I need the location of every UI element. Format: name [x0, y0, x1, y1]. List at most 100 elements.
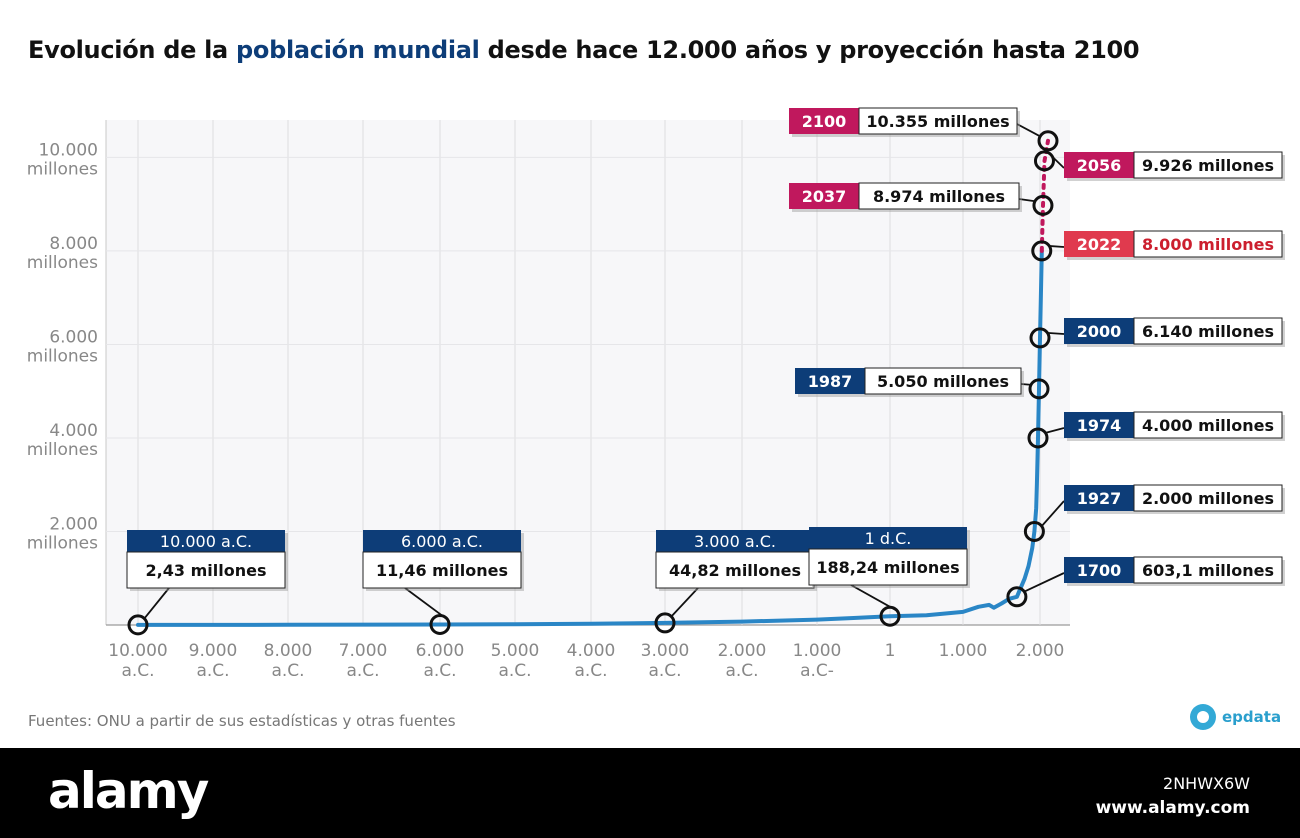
annotation-leader	[1023, 572, 1065, 593]
label-period: 6.000 a.C.	[401, 532, 483, 551]
watermark-url: www.alamy.com	[1095, 798, 1250, 818]
x-tick-label: 2.000 a.C.	[718, 641, 767, 681]
label-value: 8.974 millones	[873, 187, 1005, 206]
label-value: 9.926 millones	[1142, 156, 1274, 175]
label-period: 1 d.C.	[865, 529, 912, 548]
label-year: 2100	[802, 112, 847, 131]
data-point-marker	[1028, 378, 1050, 400]
label-year: 1927	[1077, 489, 1122, 508]
epdata-brand: epdata	[1190, 704, 1281, 730]
title-part-1: Evolución de la	[28, 36, 237, 64]
label-value: 603,1 millones	[1142, 561, 1274, 580]
annotation-label-1974: 1974 4.000 millones	[1064, 411, 1285, 441]
x-tick-label: 4.000 a.C.	[567, 641, 616, 681]
label-body	[808, 548, 968, 586]
annotation-label-1927: 1927 2.000 millones	[1064, 484, 1285, 514]
annotation-leader	[1046, 332, 1065, 335]
data-point-marker	[429, 613, 451, 635]
label-year: 1700	[1077, 561, 1122, 580]
chart-title: Evolución de la población mundial desde …	[28, 36, 1140, 64]
label-value-box	[1133, 151, 1283, 179]
label-value: 2,43 millones	[146, 561, 267, 580]
label-body	[126, 551, 286, 589]
label-year-box	[1064, 485, 1134, 511]
historic-series-line	[136, 248, 1044, 627]
watermark-info: 2NHWX6W www.alamy.com	[1096, 772, 1250, 820]
x-tick-label: 1.000	[939, 641, 988, 661]
title-highlight: población mundial	[236, 36, 480, 64]
x-axis: 10.000 a.C. 9.000 a.C. 8.000 a.C. 7.000 a.C. 6.0…	[108, 641, 1064, 681]
image-code: 2NHWX6W	[1163, 774, 1250, 793]
annotation-leader	[1018, 198, 1037, 203]
source-note: Fuentes: ONU a partir de sus estadística…	[28, 712, 456, 730]
annotation-leader	[670, 587, 699, 618]
label-value-box	[1133, 484, 1283, 512]
annotation-leader	[404, 587, 447, 620]
annotation-labels: 10.000 a.C. 2,43 millones 6.000 a.C. 11,46 …	[126, 107, 1285, 591]
x-tick-label: 9.000 a.C.	[189, 641, 238, 681]
y-tick-label: 8.000 millones	[27, 234, 98, 273]
annotation-label-2000: 2000 6.140 millones	[1064, 317, 1285, 347]
annotation-leader	[143, 587, 170, 620]
label-value: 10.355 millones	[866, 112, 1009, 131]
label-year-box	[1064, 557, 1134, 583]
label-year-box	[789, 183, 859, 209]
data-point-markers	[127, 130, 1059, 636]
label-year-box	[1064, 231, 1134, 257]
y-tick-label: 10.000 millones	[27, 140, 98, 179]
x-tick-label: 1	[885, 641, 896, 661]
label-value: 188,24 millones	[816, 558, 959, 577]
y-tick-label: 6.000 millones	[27, 327, 98, 366]
x-tick-label: 5.000 a.C.	[491, 641, 540, 681]
label-year-box	[1064, 152, 1134, 178]
label-header	[656, 530, 814, 552]
label-value: 8.000 millones	[1142, 235, 1274, 254]
label-year: 1987	[808, 372, 853, 391]
label-period: 10.000 a.C.	[160, 532, 252, 551]
brand-name: epdata	[1222, 708, 1282, 726]
annotation-box: 3.000 a.C. 44,82 millones	[655, 530, 817, 591]
label-period: 3.000 a.C.	[694, 532, 776, 551]
data-point-marker	[1033, 150, 1055, 172]
data-point-marker	[879, 605, 901, 627]
label-year: 2000	[1077, 322, 1122, 341]
label-year-box	[1064, 412, 1134, 438]
label-year: 1974	[1077, 416, 1122, 435]
annotation-label-2037: 2037 8.974 millones	[789, 182, 1022, 212]
label-body	[362, 551, 522, 589]
data-point-marker	[1037, 130, 1059, 152]
label-body	[655, 551, 815, 589]
label-year-box	[795, 368, 865, 394]
label-year-box	[789, 108, 859, 134]
data-point-marker	[1032, 194, 1054, 216]
label-value: 4.000 millones	[1142, 416, 1274, 435]
title-part-2: desde hace 12.000 años y proyección hast…	[479, 36, 1140, 64]
label-year: 2037	[802, 187, 847, 206]
label-value-box	[1133, 317, 1283, 345]
annotation-leader	[1044, 427, 1065, 434]
label-value-box	[858, 107, 1018, 135]
label-value-box	[1133, 556, 1283, 584]
label-year: 2056	[1077, 156, 1122, 175]
watermark-footer: alamy 2NHWX6W www.alamy.com	[0, 748, 1300, 838]
x-tick-label: 7.000 a.C.	[339, 641, 388, 681]
annotation-label-1987: 1987 5.050 millones	[795, 367, 1024, 397]
annotation-box: 6.000 a.C. 11,46 millones	[362, 530, 524, 591]
label-value: 11,46 millones	[376, 561, 508, 580]
label-year: 2022	[1077, 235, 1122, 254]
annotation-label-2056: 2056 9.926 millones	[1064, 151, 1285, 181]
y-axis: 2.000 millones 4.000 millones 6.000 millones 8…	[27, 140, 98, 553]
annotation-label-2100: 2100 10.355 millones	[789, 107, 1020, 137]
label-value: 44,82 millones	[669, 561, 801, 580]
x-tick-label: 1.000 a.C-	[793, 641, 842, 681]
y-tick-label: 2.000 millones	[27, 514, 98, 553]
annotation-leader	[1016, 123, 1042, 138]
epdata-logo-icon	[1190, 704, 1216, 730]
annotation-box: 1 d.C. 188,24 millones	[808, 527, 970, 588]
label-value-box	[1133, 230, 1283, 258]
annotation-leader	[1040, 500, 1065, 528]
data-point-marker	[1029, 327, 1051, 349]
label-header	[127, 530, 285, 552]
label-value: 6.140 millones	[1142, 322, 1274, 341]
watermark-logo: alamy	[48, 762, 209, 820]
